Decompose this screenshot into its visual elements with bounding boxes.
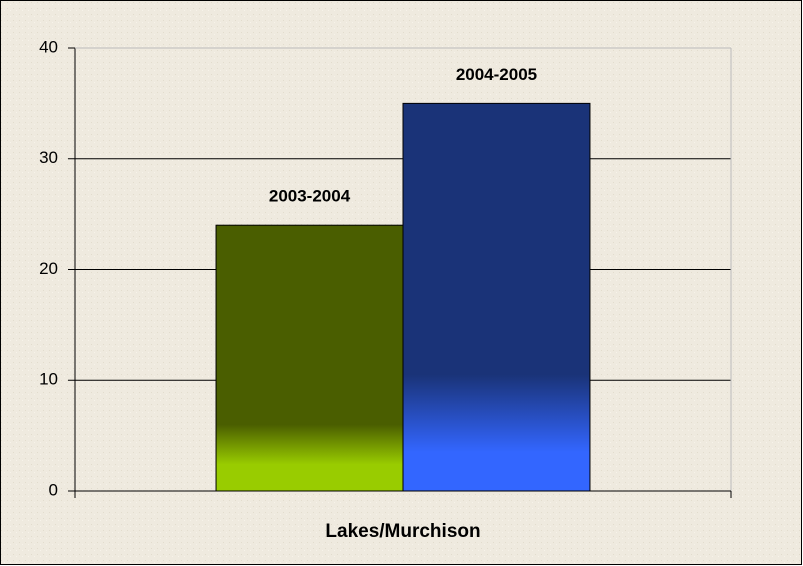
y-tick-label: 40: [39, 37, 58, 56]
x-tick-label: Lakes/Murchison: [325, 521, 480, 542]
bar: [215, 224, 404, 492]
y-tick-label: 30: [39, 148, 58, 167]
bar: [402, 102, 591, 492]
y-tick-label: 20: [39, 259, 58, 278]
data-label: 2004-2005: [456, 65, 537, 84]
y-tick-label: 0: [49, 480, 58, 499]
y-tick-label: 10: [39, 370, 58, 389]
data-label: 2003-2004: [269, 187, 351, 206]
